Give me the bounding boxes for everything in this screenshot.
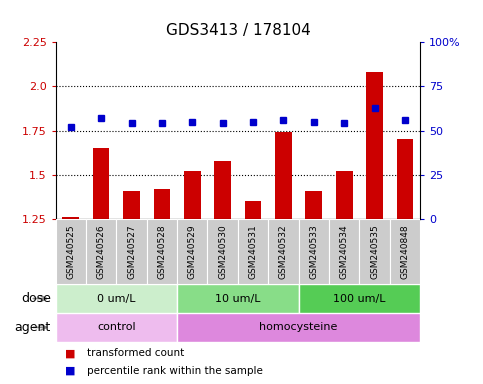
Text: transformed count: transformed count xyxy=(87,348,184,358)
Text: GSM240532: GSM240532 xyxy=(279,224,288,279)
Bar xyxy=(238,219,268,284)
Bar xyxy=(298,219,329,284)
Text: GSM240848: GSM240848 xyxy=(400,224,410,279)
Text: 100 um/L: 100 um/L xyxy=(333,293,386,304)
Bar xyxy=(184,171,200,219)
Bar xyxy=(56,284,177,313)
Text: percentile rank within the sample: percentile rank within the sample xyxy=(87,366,263,376)
Bar xyxy=(62,217,79,219)
Text: GSM240527: GSM240527 xyxy=(127,224,136,279)
Bar xyxy=(177,219,208,284)
Text: GSM240526: GSM240526 xyxy=(97,224,106,279)
Bar xyxy=(116,219,147,284)
Text: GSM240525: GSM240525 xyxy=(66,224,75,279)
Bar xyxy=(147,219,177,284)
Text: 0 um/L: 0 um/L xyxy=(97,293,136,304)
Bar xyxy=(329,219,359,284)
Text: GSM240534: GSM240534 xyxy=(340,224,349,279)
Bar xyxy=(154,189,170,219)
Text: GSM240529: GSM240529 xyxy=(188,224,197,279)
Bar xyxy=(268,219,298,284)
Text: GSM240533: GSM240533 xyxy=(309,224,318,279)
Bar xyxy=(214,161,231,219)
Bar xyxy=(366,72,383,219)
Bar xyxy=(275,132,292,219)
Text: ■: ■ xyxy=(65,348,76,358)
Bar xyxy=(208,219,238,284)
Text: GDS3413 / 178104: GDS3413 / 178104 xyxy=(166,23,310,38)
Bar xyxy=(56,219,86,284)
Bar xyxy=(56,313,177,342)
Text: GSM240528: GSM240528 xyxy=(157,224,167,279)
Text: GSM240535: GSM240535 xyxy=(370,224,379,279)
Bar xyxy=(298,284,420,313)
Text: ■: ■ xyxy=(65,366,76,376)
Text: 10 um/L: 10 um/L xyxy=(215,293,261,304)
Text: dose: dose xyxy=(21,292,51,305)
Text: agent: agent xyxy=(14,321,51,334)
Text: homocysteine: homocysteine xyxy=(259,322,338,333)
Bar xyxy=(305,190,322,219)
Bar xyxy=(336,171,353,219)
Bar xyxy=(390,219,420,284)
Bar xyxy=(177,284,298,313)
Bar xyxy=(359,219,390,284)
Bar xyxy=(177,313,420,342)
Bar xyxy=(86,219,116,284)
Bar xyxy=(93,148,110,219)
Text: GSM240530: GSM240530 xyxy=(218,224,227,279)
Bar xyxy=(397,139,413,219)
Text: control: control xyxy=(97,322,136,333)
Text: GSM240531: GSM240531 xyxy=(249,224,257,279)
Bar xyxy=(123,190,140,219)
Bar xyxy=(245,201,261,219)
